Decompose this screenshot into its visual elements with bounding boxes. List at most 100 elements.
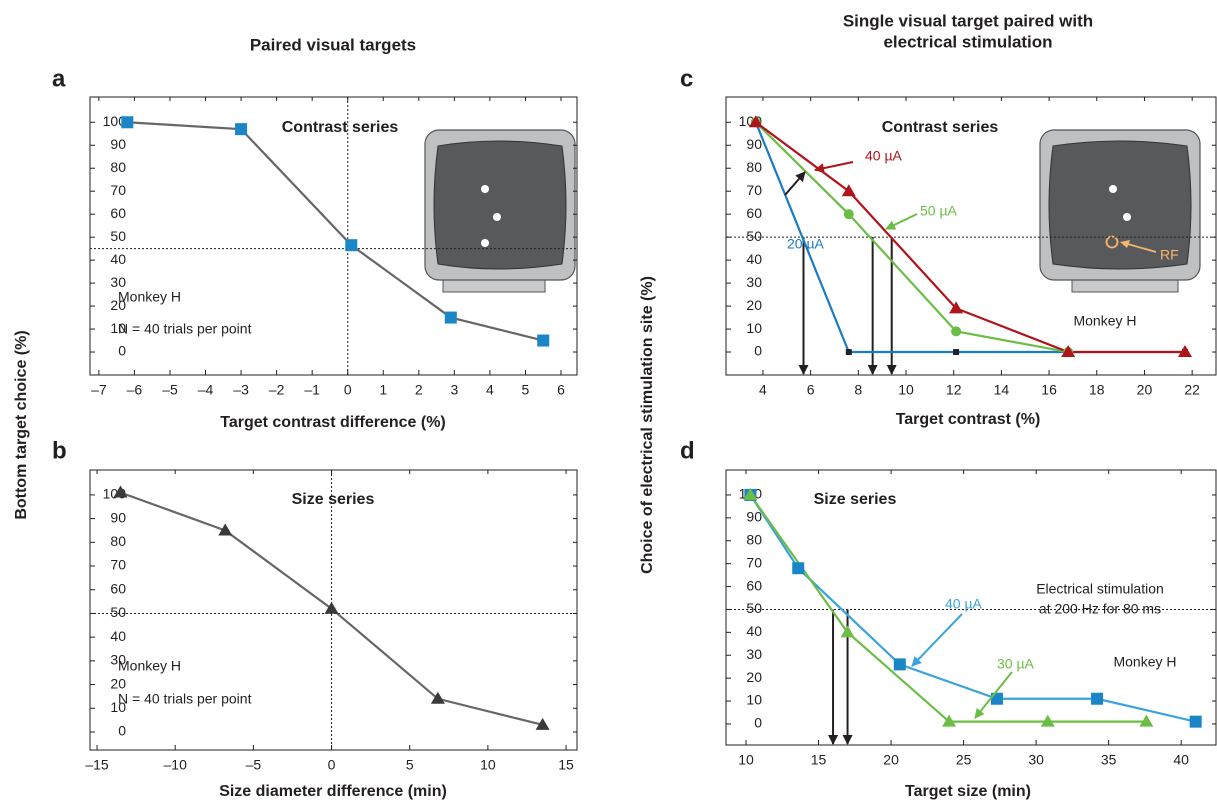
x-tick-label: 14: [994, 382, 1010, 398]
series-label: 40 µA: [865, 148, 903, 164]
y-tick-label: 50: [746, 228, 762, 244]
marker: [942, 714, 957, 727]
marker: [949, 301, 964, 314]
marker: [1139, 714, 1154, 727]
y-tick-label: 0: [118, 723, 126, 739]
series-label: 30 µA: [997, 656, 1035, 672]
y-tick-label: 90: [746, 509, 762, 525]
y-tick-label: 80: [746, 531, 762, 547]
marker: [121, 116, 134, 129]
column-title: electrical stimulation: [883, 32, 1052, 51]
annotation: N = 40 trials per point: [118, 691, 252, 707]
x-tick-label: 10: [738, 752, 754, 768]
marker: [843, 209, 854, 220]
marker: [792, 562, 805, 575]
x-tick-label: 0: [328, 757, 336, 773]
x-tick-label: 30: [1028, 752, 1044, 768]
y-tick-label: 10: [110, 320, 126, 336]
series-line: [755, 121, 1069, 354]
x-tick-label: 10: [480, 757, 496, 773]
y-tick-label: 60: [746, 205, 762, 221]
y-tick-label: 90: [110, 509, 126, 525]
annotation: Contrast series: [282, 119, 399, 136]
x-tick-label: 12: [946, 382, 962, 398]
x-tick-label: 20: [883, 752, 899, 768]
y-tick-label: 60: [110, 205, 126, 221]
x-tick-label: –1: [304, 382, 320, 398]
y-tick-label: 90: [110, 136, 126, 152]
annotation: Size series: [814, 491, 897, 508]
y-tick-label: 30: [746, 274, 762, 290]
y-tick-label: 70: [746, 182, 762, 198]
plot-frame: [89, 96, 578, 376]
x-tick-label: 25: [956, 752, 972, 768]
y-tick-label: 0: [754, 343, 762, 359]
plot-frame: [725, 469, 1217, 746]
x-tick-label: –6: [127, 382, 143, 398]
marker: [953, 349, 960, 356]
annotation: Electrical stimulation: [1036, 581, 1164, 597]
x-tick-label: 35: [1101, 752, 1117, 768]
x-tick-label: 5: [406, 757, 414, 773]
y-tick-label: 20: [110, 675, 126, 691]
panel-letter: b: [52, 437, 67, 464]
y-tick-label: 50: [110, 604, 126, 620]
marker: [1040, 714, 1055, 727]
x-tick-label: 16: [1041, 382, 1057, 398]
y-tick-label: 50: [746, 600, 762, 616]
marker: [1178, 345, 1193, 358]
marker: [430, 691, 445, 704]
annotation: at 200 Hz for 80 ms: [1039, 601, 1161, 617]
y-tick-label: 40: [746, 623, 762, 639]
y-tick-label: 0: [118, 343, 126, 359]
annotation: Monkey H: [118, 289, 181, 305]
x-tick-label: 15: [558, 757, 574, 773]
x-tick-label: 20: [1137, 382, 1153, 398]
y-tick-label: 40: [110, 251, 126, 267]
y-tick-label: 30: [110, 652, 126, 668]
x-axis-label: Size diameter difference (min): [219, 783, 447, 800]
x-tick-label: –3: [233, 382, 249, 398]
x-tick-label: –4: [198, 382, 214, 398]
x-tick-label: 5: [522, 382, 530, 398]
x-tick-label: 1: [379, 382, 387, 398]
y-tick-label: 30: [746, 646, 762, 662]
x-tick-label: 18: [1089, 382, 1105, 398]
y-tick-label: 50: [110, 228, 126, 244]
x-tick-label: 8: [854, 382, 862, 398]
monitor-icon: [1039, 129, 1201, 293]
marker: [1061, 345, 1076, 358]
series-line: [749, 494, 1196, 723]
y-tick-label: 80: [110, 159, 126, 175]
series-label: 20 µA: [787, 236, 825, 252]
column-title: Paired visual targets: [250, 35, 416, 54]
series-label: 50 µA: [920, 203, 958, 219]
x-tick-label: 10: [898, 382, 914, 398]
marker: [113, 485, 128, 498]
annotation: Monkey H: [118, 658, 181, 674]
y-axis-label: Choice of electrical stimulation site (%…: [639, 276, 656, 574]
label-arrow: [911, 613, 963, 667]
x-tick-label: –5: [246, 757, 262, 773]
marker: [324, 601, 339, 614]
marker: [743, 487, 758, 500]
plot-frame: [89, 469, 578, 751]
x-tick-label: 3: [450, 382, 458, 398]
marker: [845, 349, 852, 356]
y-tick-label: 10: [110, 699, 126, 715]
x-axis-label: Target size (min): [905, 783, 1031, 800]
column-title: Single visual target paired with: [843, 11, 1093, 30]
x-tick-label: 22: [1184, 382, 1200, 398]
label-arrow: [784, 171, 806, 196]
x-tick-label: 40: [1173, 752, 1189, 768]
y-tick-label: 30: [110, 274, 126, 290]
x-tick-label: 6: [557, 382, 565, 398]
marker: [444, 311, 457, 324]
x-tick-label: 2: [415, 382, 423, 398]
panel-letter: d: [680, 437, 695, 464]
annotation: N = 40 trials per point: [118, 321, 252, 337]
annotation: Contrast series: [882, 119, 999, 136]
monitor-icon: [424, 129, 576, 293]
y-tick-label: 40: [746, 251, 762, 267]
